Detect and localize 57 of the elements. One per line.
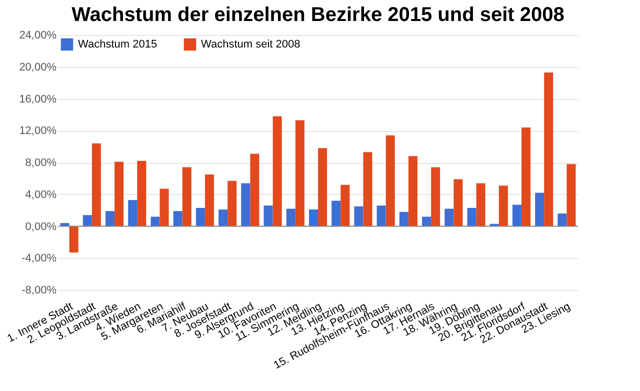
bar [295,120,304,226]
bar [444,208,454,226]
chart-title: Wachstum der einzelnen Bezirke 2015 und seit 2008 [72,4,564,26]
bar [318,148,328,226]
bar [241,183,250,226]
bar [196,208,205,226]
bar [92,143,101,226]
bar [160,188,169,226]
bar [467,208,476,226]
bar [106,211,114,226]
bar [422,216,432,226]
bar [272,116,282,226]
bar [69,226,78,253]
legend-label: Wachstum 2015 [78,38,158,50]
bar [454,179,463,226]
legend-label: Wachstum seit 2008 [201,38,300,50]
bar [182,167,192,226]
y-tick-label: 12,00% [19,125,57,138]
bar [82,215,92,226]
y-tick-label: 20,00% [19,61,57,74]
y-tick-label: 8,00% [25,157,57,169]
bar [218,210,228,226]
bar [476,183,486,226]
bar [137,160,146,226]
bar [431,167,440,226]
bar [408,156,418,226]
y-tick-label: 16,00% [19,93,57,106]
bar [512,204,522,226]
bar [228,180,237,226]
y-tick-label: 4,00% [25,188,57,201]
bar [376,206,386,226]
bar [150,216,160,226]
bar [558,214,567,226]
bar [264,206,273,226]
bar [399,212,408,226]
bar [286,208,296,226]
bar [308,210,318,226]
bar [354,206,364,226]
bar [332,200,341,226]
bar [204,174,214,226]
y-tick-label: -4,00% [22,252,57,265]
bar [340,184,350,226]
bar [128,200,138,226]
y-tick-label: 24,00% [19,30,57,42]
bar [363,152,372,226]
y-tick-label: 0,00% [25,220,57,233]
bar [566,164,576,226]
bar [544,72,554,226]
bar [535,192,544,226]
bar [173,211,182,226]
bar [522,127,530,226]
y-tick-label: -8,00% [22,284,57,296]
bar [250,154,260,226]
bar [386,135,395,226]
bar [60,223,70,226]
bar [114,162,124,226]
bar [498,186,508,226]
